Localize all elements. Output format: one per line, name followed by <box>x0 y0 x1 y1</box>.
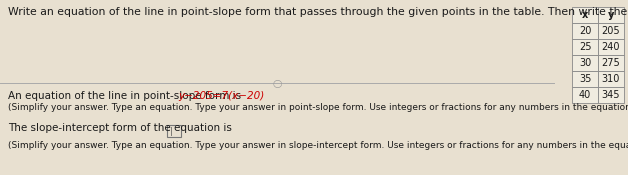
Text: 30: 30 <box>579 58 591 68</box>
Bar <box>572 23 598 39</box>
Text: 40: 40 <box>579 90 591 100</box>
Text: 205: 205 <box>602 26 620 36</box>
Bar <box>598 39 624 55</box>
Bar <box>598 23 624 39</box>
Bar <box>572 71 598 87</box>
Bar <box>598 55 624 71</box>
Text: 345: 345 <box>602 90 620 100</box>
Bar <box>598 7 624 23</box>
Text: 20: 20 <box>579 26 591 36</box>
Text: (Simplify your answer. Type an equation. Type your answer in point-slope form. U: (Simplify your answer. Type an equation.… <box>8 103 628 112</box>
Text: The slope-intercept form of the equation is: The slope-intercept form of the equation… <box>8 123 235 133</box>
Text: y−205=7(x−20): y−205=7(x−20) <box>178 91 264 101</box>
Text: An equation of the line in point-slope form is: An equation of the line in point-slope f… <box>8 91 244 101</box>
Text: Write an equation of the line in point-slope form that passes through the given : Write an equation of the line in point-s… <box>8 7 628 17</box>
Bar <box>572 87 598 103</box>
Text: 240: 240 <box>602 42 620 52</box>
Bar <box>167 125 181 137</box>
Text: y: y <box>608 10 614 20</box>
Text: x: x <box>582 10 588 20</box>
Text: ◯: ◯ <box>273 79 282 88</box>
Bar <box>572 39 598 55</box>
Text: (Simplify your answer. Type an equation. Type your answer in slope-intercept for: (Simplify your answer. Type an equation.… <box>8 141 628 150</box>
Text: 275: 275 <box>602 58 620 68</box>
Bar <box>598 71 624 87</box>
Text: 35: 35 <box>579 74 591 84</box>
Text: |: | <box>170 127 173 135</box>
Text: 25: 25 <box>579 42 591 52</box>
Bar <box>572 7 598 23</box>
Bar <box>598 87 624 103</box>
Bar <box>572 55 598 71</box>
Text: 310: 310 <box>602 74 620 84</box>
